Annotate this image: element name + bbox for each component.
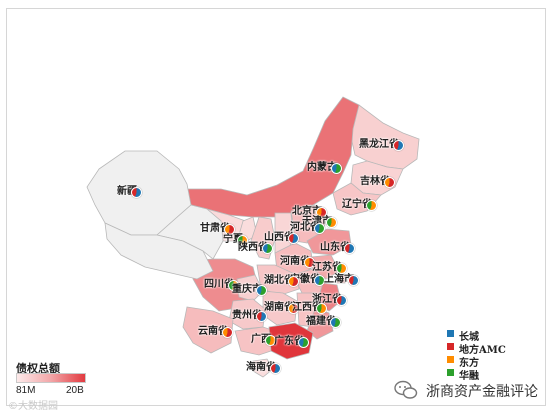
province-label: 江苏省 [312, 262, 342, 273]
province-neimenggu[interactable] [186, 96, 360, 218]
province-shanghai[interactable] [336, 274, 346, 284]
pie-marker [131, 187, 142, 198]
province-label: 贵州省 [232, 310, 262, 321]
province-label: 宁夏 [223, 234, 243, 245]
map-frame: 黑龙江省吉林省辽宁省 内蒙古新疆甘肃省 宁夏 陕西省 山西省 北京市 天津市 河北省 山东省 河南… [6, 8, 546, 406]
legend-swatch [447, 343, 454, 350]
pie-marker [256, 285, 267, 296]
pie-marker [314, 223, 325, 234]
pie-marker [384, 177, 395, 188]
pie-marker [288, 276, 299, 287]
province-label: 北京市 [292, 206, 322, 217]
province-label: 内蒙古 [307, 162, 337, 173]
province-label: 安徽省 [290, 274, 320, 285]
legend-label: 东方 [459, 358, 479, 369]
watermark: ©大数据园 [8, 401, 58, 412]
pie-marker [331, 163, 342, 174]
pie-marker [316, 303, 327, 314]
scale-min-label: 81M [16, 385, 36, 396]
province-label: 上海市 [324, 274, 354, 285]
province-label: 吉林省 [360, 176, 390, 187]
province-label: 湖北省 [264, 275, 294, 286]
province-label: 江西省 [292, 302, 322, 313]
province-xizang[interactable] [104, 222, 214, 280]
legend-label: 地方AMC [459, 345, 506, 356]
pie-marker [348, 275, 359, 286]
province-label: 云南省 [198, 326, 228, 337]
province-label: 山西省 [264, 232, 294, 243]
province-label: 福建省 [306, 316, 336, 327]
province-label: 重庆市 [232, 284, 262, 295]
pie-marker [288, 303, 299, 314]
province-yunnan[interactable] [182, 306, 234, 354]
province-label: 陕西省 [238, 242, 268, 253]
province-guangdong[interactable] [268, 322, 314, 360]
pie-marker [222, 327, 233, 338]
province-label: 黑龙江省 [359, 139, 399, 150]
province-label: 四川省 [204, 279, 234, 290]
legend-swatch [447, 356, 454, 363]
pie-marker [224, 224, 235, 235]
brand: 浙商资产金融评论 [392, 378, 544, 402]
province-label: 浙江省 [312, 294, 342, 305]
province-label: 广东省 [274, 336, 304, 347]
pie-marker [326, 217, 337, 228]
pie-marker [228, 280, 239, 291]
legend-label: 长城 [459, 332, 479, 343]
scale-title: 债权总额 [16, 362, 60, 375]
color-scale-bar [16, 373, 86, 383]
scale-max-label: 20B [66, 385, 84, 396]
province-label: 新疆 [117, 186, 137, 197]
province-label: 辽宁省 [342, 199, 372, 210]
province-label: 山东省 [320, 242, 350, 253]
pie-marker [336, 263, 347, 274]
legend-label: 华融 [459, 371, 479, 382]
pie-marker [336, 295, 347, 306]
province-label: 河北省 [290, 222, 320, 233]
pie-marker [298, 337, 309, 348]
pie-marker [304, 257, 315, 268]
province-label: 天津市 [302, 216, 332, 227]
province-chongqing[interactable] [236, 274, 264, 302]
province-fujian[interactable] [306, 308, 334, 340]
province-heilongjiang[interactable] [342, 104, 420, 170]
pie-marker [262, 243, 273, 254]
pie-marker [393, 140, 404, 151]
pie-marker [330, 317, 341, 328]
pie-marker [256, 311, 267, 322]
legend-swatch [447, 330, 454, 337]
legend-swatch [447, 369, 454, 376]
pie-marker [344, 243, 355, 254]
china-map [86, 96, 420, 378]
pie-marker [316, 207, 327, 218]
province-label: 广西 [251, 334, 271, 345]
pie-marker [270, 363, 281, 374]
pie-marker [314, 275, 325, 286]
brand-text: 浙商资产金融评论 [426, 384, 538, 400]
pie-marker [288, 233, 299, 244]
pie-marker [366, 200, 377, 211]
province-hainan[interactable] [252, 358, 274, 378]
province-label: 湖南省 [264, 302, 294, 313]
province-label: 河南省 [280, 256, 310, 267]
wechat-icon [394, 380, 418, 399]
pie-marker [237, 235, 248, 246]
pie-marker [265, 335, 276, 346]
province-label: 甘肃省 [200, 223, 230, 234]
province-label: 海南省 [246, 362, 276, 373]
